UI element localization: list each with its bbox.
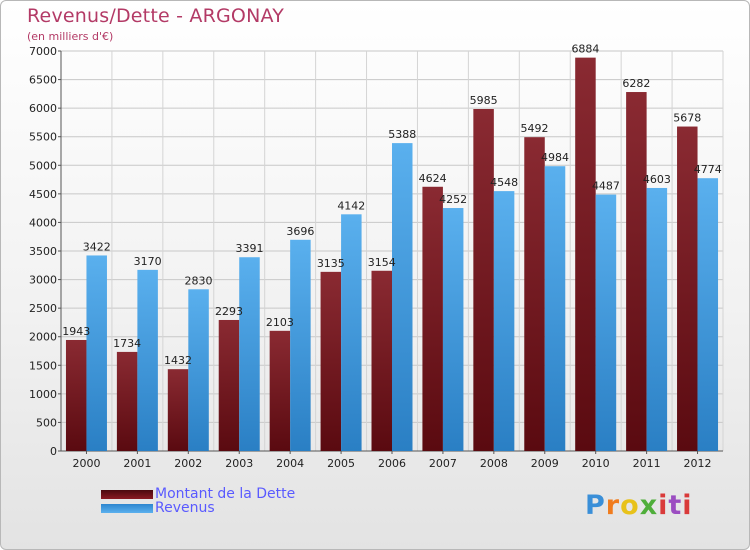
debt-bar-2008 [473, 109, 494, 451]
debt-bar-2001 [116, 351, 138, 451]
debt-value-label: 6884 [571, 43, 599, 56]
debt-bar-2005 [320, 271, 342, 451]
revenue-value-label: 2830 [185, 274, 213, 287]
revenue-value-label: 4548 [490, 176, 518, 189]
y-tick-label: 3000 [29, 274, 57, 287]
revenue-value-label: 4984 [541, 151, 569, 164]
logo-letter: o [620, 490, 640, 521]
y-tick-label: 0 [50, 445, 57, 458]
x-tick-label: 2007 [429, 457, 457, 470]
revenue-bar-2005 [341, 214, 362, 451]
revenue-value-label: 3422 [83, 240, 111, 253]
revenue-value-label: 4142 [337, 199, 365, 212]
x-tick-label: 2008 [480, 457, 508, 470]
logo-letter: P [585, 490, 606, 521]
data-labels: 1943 3422 1734 3170 1432 2830 2293 3391 2103 3696… [62, 43, 722, 368]
debt-bar-2000 [65, 339, 87, 451]
revenue-bar-2009 [544, 166, 566, 451]
debt-bar-2002 [167, 369, 189, 451]
x-tick-label: 2009 [531, 457, 559, 470]
y-tick-label: 6500 [29, 74, 57, 87]
debt-value-label: 1432 [164, 354, 192, 367]
y-tick-label: 5500 [29, 131, 57, 144]
debt-value-label: 4624 [419, 172, 447, 185]
logo-letter: r [605, 490, 621, 521]
y-tick-label: 500 [36, 416, 57, 429]
revenue-bar-2007 [442, 208, 464, 451]
x-tick-label: 2006 [378, 457, 406, 470]
revenue-bar-2011 [646, 187, 668, 451]
y-tick-label: 2000 [29, 331, 57, 344]
revenue-bar-2010 [595, 194, 617, 451]
revenue-bar-2008 [493, 191, 515, 451]
revenue-value-label: 4603 [643, 173, 671, 186]
debt-value-label: 1734 [113, 337, 141, 350]
y-tick-label: 6000 [29, 102, 57, 115]
x-tick-label: 2002 [174, 457, 202, 470]
revenue-value-label: 5388 [388, 128, 416, 141]
logo-letter: t [668, 490, 683, 521]
logo-letter: x [639, 490, 659, 521]
revenue-value-label: 3696 [286, 225, 314, 238]
debt-bar-2007 [422, 186, 443, 451]
bars [65, 57, 719, 452]
revenue-bar-2006 [392, 143, 413, 451]
logo-letter: i [682, 490, 693, 521]
x-tick-label: 2012 [684, 457, 712, 470]
y-tick-label: 1000 [29, 388, 57, 401]
x-tick-label: 2001 [123, 457, 151, 470]
x-tick-label: 2010 [582, 457, 610, 470]
revenue-bar-2001 [137, 269, 158, 451]
y-tick-label: 2500 [29, 302, 57, 315]
revenue-value-label: 3170 [134, 255, 162, 268]
revenue-value-label: 3391 [235, 242, 263, 255]
x-tick-label: 2004 [276, 457, 304, 470]
debt-value-label: 3154 [368, 256, 396, 269]
y-tick-label: 4000 [29, 216, 57, 229]
revenue-value-label: 4774 [694, 163, 722, 176]
debt-bar-2004 [269, 330, 291, 451]
debt-bar-2009 [524, 137, 545, 451]
x-tick-label: 2000 [72, 457, 100, 470]
revenue-bar-2000 [86, 255, 107, 451]
debt-bar-2011 [626, 92, 647, 452]
debt-bar-2012 [677, 126, 698, 452]
revenue-value-label: 4252 [439, 193, 467, 206]
debt-bar-2010 [575, 57, 596, 451]
proxiti-logo: Proxiti [585, 490, 693, 521]
chart-subtitle: (en milliers d'€) [27, 30, 114, 43]
debt-bar-2003 [218, 319, 240, 451]
x-tick-label: 2003 [225, 457, 253, 470]
revenue-bar-2003 [239, 257, 260, 451]
revenue-bar-2012 [697, 178, 719, 451]
y-tick-label: 7000 [29, 45, 57, 58]
legend-swatch-revenue [101, 504, 153, 513]
debt-value-label: 6282 [622, 77, 650, 90]
legend-swatch-debt [101, 490, 153, 499]
legend-label-debt: Montant de la Dette [155, 486, 296, 502]
debt-value-label: 2103 [266, 316, 294, 329]
logo-letter: i [658, 490, 669, 521]
x-tick-label: 2005 [327, 457, 355, 470]
debt-value-label: 5492 [521, 122, 549, 135]
x-tick-label: 2011 [633, 457, 661, 470]
debt-value-label: 3135 [317, 257, 345, 270]
y-tick-label: 4500 [29, 188, 57, 201]
y-tick-label: 1500 [29, 359, 57, 372]
y-tick-label: 3500 [29, 245, 57, 258]
revenue-value-label: 4487 [592, 180, 620, 193]
revenue-bar-2002 [188, 289, 209, 451]
debt-value-label: 5985 [470, 94, 498, 107]
debt-bar-2006 [371, 270, 392, 451]
debt-value-label: 2293 [215, 305, 243, 318]
debt-value-label: 5678 [673, 112, 701, 125]
debt-value-label: 1943 [62, 325, 90, 338]
revenue-bar-2004 [290, 239, 311, 451]
chart-title: Revenus/Dette - ARGONAY [27, 5, 285, 27]
y-tick-label: 5000 [29, 159, 57, 172]
legend-label-revenue: Revenus [155, 500, 215, 516]
